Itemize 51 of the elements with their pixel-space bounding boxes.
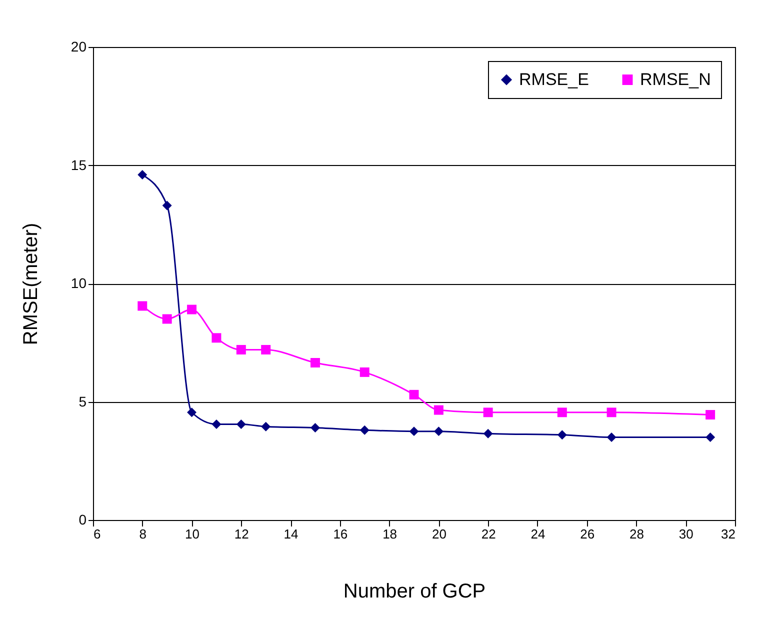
x-tick-label: 28 bbox=[629, 526, 644, 542]
y-axis-title: RMSE(meter) bbox=[20, 222, 42, 346]
x-tick-label: 12 bbox=[234, 526, 249, 542]
x-tick-label: 30 bbox=[678, 526, 694, 542]
point bbox=[409, 390, 419, 400]
point bbox=[261, 344, 271, 354]
y-tick-label: 10 bbox=[70, 275, 87, 291]
point bbox=[236, 344, 246, 354]
x-tick-label: 18 bbox=[382, 526, 398, 542]
point bbox=[261, 422, 271, 432]
point bbox=[360, 367, 370, 377]
x-tick-label: 6 bbox=[94, 526, 101, 542]
point bbox=[138, 170, 148, 180]
point bbox=[557, 430, 567, 440]
legend-label: RMSE_E bbox=[519, 70, 589, 89]
point bbox=[162, 314, 172, 324]
point bbox=[360, 425, 370, 435]
point bbox=[606, 432, 616, 442]
y-tick-label: 20 bbox=[70, 38, 87, 54]
x-axis-title: Number of GCP bbox=[343, 580, 486, 602]
point bbox=[706, 410, 716, 420]
x-tick-label: 10 bbox=[185, 526, 200, 542]
point bbox=[557, 408, 567, 418]
x-tick-label: 22 bbox=[481, 526, 496, 542]
point bbox=[409, 426, 419, 436]
point bbox=[434, 426, 444, 436]
point bbox=[212, 333, 222, 343]
point bbox=[310, 423, 320, 433]
point bbox=[212, 419, 222, 429]
x-tick-label: 8 bbox=[139, 526, 146, 542]
point bbox=[310, 358, 320, 368]
y-tick-label: 5 bbox=[78, 393, 87, 410]
point bbox=[187, 408, 197, 418]
point bbox=[606, 408, 616, 418]
point bbox=[138, 301, 148, 311]
x-tick-label: 14 bbox=[284, 526, 298, 542]
y-tick-label: 0 bbox=[78, 512, 87, 528]
x-tick-label: 24 bbox=[530, 526, 546, 542]
legend-label: RMSE_N bbox=[640, 70, 711, 89]
x-tick-label: 32 bbox=[721, 526, 736, 542]
point bbox=[162, 200, 172, 210]
x-tick-label: 20 bbox=[432, 526, 446, 542]
x-tick-label: 16 bbox=[333, 526, 348, 542]
point bbox=[236, 419, 246, 429]
y-tick-label: 15 bbox=[70, 156, 87, 173]
point bbox=[706, 432, 716, 442]
x-tick-label: 26 bbox=[580, 526, 595, 542]
point bbox=[187, 304, 197, 314]
point bbox=[434, 405, 444, 415]
point bbox=[483, 408, 493, 418]
point bbox=[483, 428, 493, 438]
